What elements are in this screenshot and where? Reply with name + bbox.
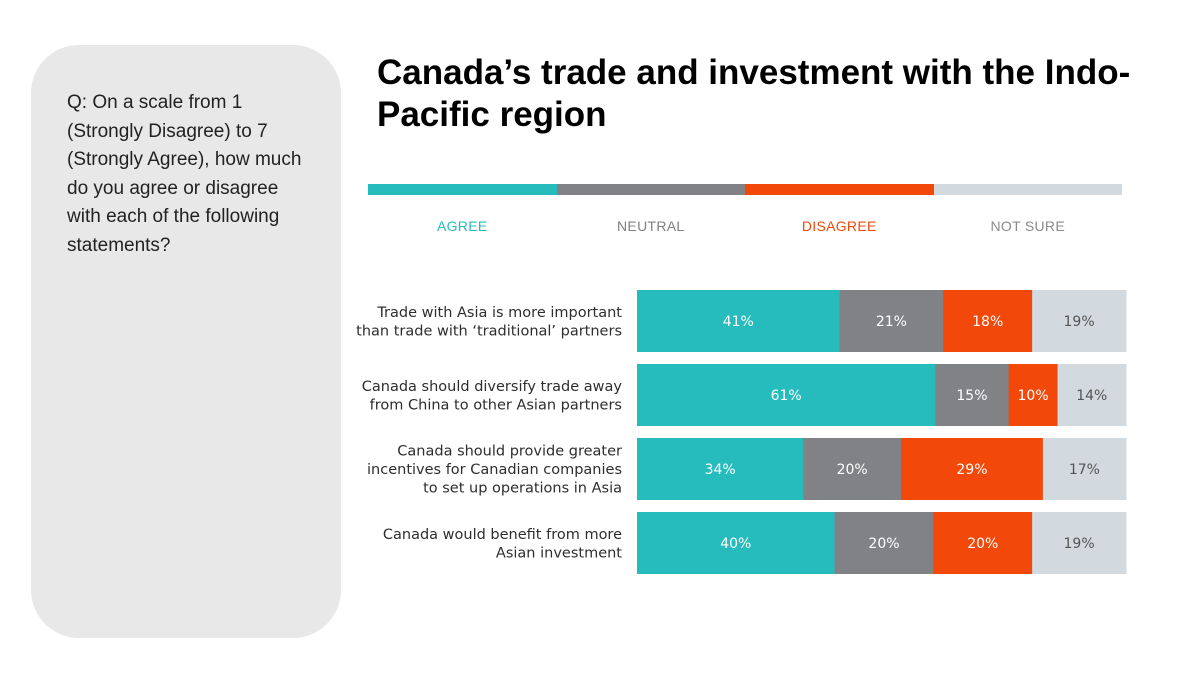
- bar-not-sure-row-3: [1042, 438, 1127, 500]
- data-label-not-sure-row-4: 19%: [1064, 536, 1095, 552]
- data-label-disagree-row-3: 29%: [956, 462, 987, 478]
- row-label-4: Canada would benefit from more Asian inve…: [383, 527, 622, 562]
- data-label-disagree-row-2: 10%: [1018, 388, 1049, 404]
- bar-disagree-row-4: [933, 512, 1033, 574]
- legend-swatch-disagree: [745, 184, 934, 195]
- bar-neutral-row-1: [839, 290, 944, 352]
- data-label-agree-row-1: 41%: [723, 314, 754, 330]
- row-label-line: from China to other Asian partners: [370, 397, 622, 413]
- legend-label-neutral: NEUTRAL: [617, 218, 685, 234]
- data-label-disagree-row-4: 20%: [967, 536, 998, 552]
- row-label-line: Canada would benefit from more: [383, 527, 622, 543]
- chart-title: Canada’s trade and investment with the I…: [377, 53, 1131, 134]
- data-label-not-sure-row-3: 17%: [1069, 462, 1100, 478]
- bar-disagree-row-2: [1008, 364, 1059, 426]
- row-label-line: Canada should diversify trade away: [362, 379, 623, 395]
- bar-not-sure-row-4: [1032, 512, 1127, 574]
- data-label-disagree-row-1: 18%: [972, 314, 1003, 330]
- data-label-neutral-row-4: 20%: [868, 536, 899, 552]
- row-label-1: Trade with Asia is more important than tr…: [356, 305, 622, 340]
- bar-agree-row-3: [637, 438, 804, 500]
- bar-agree-row-2: [637, 364, 936, 426]
- row-label-line: Asian investment: [496, 545, 622, 561]
- question-panel: Q: On a scale from 1 (Strongly Disagree)…: [31, 45, 341, 638]
- legend-swatch-not-sure: [933, 184, 1122, 195]
- legend: AGREE NEUTRAL DISAGREE NOT SURE: [368, 218, 1122, 236]
- bar-disagree-row-3: [901, 438, 1044, 500]
- data-label-agree-row-2: 61%: [771, 388, 802, 404]
- bar-agree-row-4: [637, 512, 836, 574]
- bar-neutral-row-2: [935, 364, 1010, 426]
- row-label-line: than trade with ‘traditional’ partners: [356, 323, 622, 339]
- data-label-neutral-row-1: 21%: [876, 314, 907, 330]
- row-label-line: Trade with Asia is more important: [376, 305, 622, 321]
- data-label-neutral-row-3: 20%: [837, 462, 868, 478]
- legend-label-agree: AGREE: [436, 218, 488, 234]
- bar-agree-row-1: [637, 290, 841, 352]
- data-label-agree-row-4: 40%: [720, 536, 751, 552]
- bar-not-sure-row-2: [1057, 364, 1127, 426]
- bar-disagree-row-1: [943, 290, 1033, 352]
- legend-label-disagree: DISAGREE: [801, 218, 877, 234]
- row-label-3: Canada should provide greater incentives …: [367, 444, 622, 497]
- row-label-line: to set up operations in Asia: [423, 481, 622, 497]
- bar-neutral-row-3: [803, 438, 902, 500]
- legend-color-bar: [368, 184, 1122, 195]
- bar-not-sure-row-1: [1032, 290, 1127, 352]
- legend-label-not-sure: NOT SURE: [990, 218, 1065, 234]
- question-text: Q: On a scale from 1 (Strongly Disagree)…: [67, 92, 302, 256]
- data-label-not-sure-row-2: 14%: [1076, 388, 1107, 404]
- data-label-not-sure-row-1: 19%: [1064, 314, 1095, 330]
- row-label-line: incentives for Canadian companies: [367, 462, 622, 478]
- legend-swatch-neutral: [556, 184, 745, 195]
- bar-neutral-row-4: [834, 512, 934, 574]
- data-label-neutral-row-2: 15%: [956, 388, 987, 404]
- row-label-line: Canada should provide greater: [397, 444, 622, 460]
- row-label-2: Canada should diversify trade away from C…: [362, 379, 623, 414]
- data-label-agree-row-3: 34%: [705, 462, 736, 478]
- legend-swatch-agree: [368, 184, 557, 195]
